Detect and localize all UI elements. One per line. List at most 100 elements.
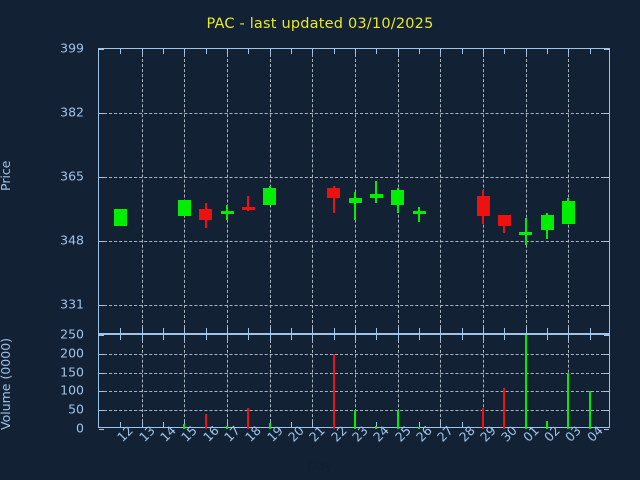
price-axis-tick (604, 49, 609, 50)
candle-body (348, 197, 362, 204)
price-axis-tick (604, 112, 609, 114)
day-axis-tick (568, 328, 570, 333)
day-gridline (483, 335, 484, 427)
day-axis-tick (504, 328, 506, 333)
volume-tick-label: 150 (60, 364, 84, 380)
day-axis-tick (461, 422, 463, 427)
day-axis-tick (141, 422, 143, 427)
day-axis-tick (376, 422, 378, 427)
price-axis-tick (99, 112, 104, 114)
day-gridline (312, 335, 314, 427)
volume-axis-tick (604, 410, 609, 412)
day-axis-tick (589, 328, 591, 333)
day-gridline (184, 49, 186, 333)
day-axis-tick (461, 49, 463, 54)
day-axis-tick (205, 335, 207, 340)
day-gridline (568, 49, 570, 333)
day-gridline (269, 335, 271, 427)
candle-body (497, 214, 511, 226)
day-axis-tick (440, 422, 442, 427)
day-gridline (184, 335, 186, 427)
day-axis-tick (269, 49, 271, 54)
candle-body (540, 214, 554, 230)
volume-axis-tick (604, 353, 609, 355)
volume-axis-tick (99, 372, 104, 374)
price-gridline (99, 240, 609, 242)
day-axis-tick (227, 49, 228, 54)
day-axis-tick (141, 335, 143, 340)
price-axis-tick (99, 240, 104, 242)
day-axis-tick (291, 328, 292, 333)
volume-axis-tick (604, 372, 609, 374)
day-axis-tick (269, 328, 271, 333)
day-axis-tick (141, 49, 143, 54)
day-axis-tick (355, 328, 356, 333)
volume-axis-title: Volume (0000) (0, 337, 13, 430)
day-axis-tick (376, 335, 378, 340)
day-gridline (525, 49, 527, 333)
price-axis-tick (604, 240, 609, 242)
price-tick-label: 399 (60, 40, 84, 56)
volume-bar (503, 387, 506, 429)
day-axis-tick (440, 49, 442, 54)
price-tick-label: 348 (60, 232, 84, 248)
volume-bar (375, 425, 378, 429)
candle-body (177, 199, 191, 217)
day-axis-tick (184, 49, 186, 54)
price-tick-label: 365 (60, 168, 84, 184)
candle-body (476, 195, 490, 217)
volume-bar (268, 423, 271, 429)
day-gridline (312, 49, 314, 333)
day-gridline (440, 335, 442, 427)
candle-wick (354, 192, 356, 221)
day-axis-tick (120, 328, 122, 333)
price-axis-tick (604, 176, 609, 178)
volume-bar (247, 408, 250, 429)
volume-axis-tick (99, 410, 104, 412)
day-axis-tick (248, 335, 250, 340)
day-axis-tick (397, 335, 399, 340)
volume-bar (183, 424, 186, 429)
day-axis-tick (397, 328, 399, 333)
volume-bar (524, 335, 527, 429)
price-axis-tick (604, 304, 609, 306)
volume-bar (567, 372, 570, 429)
chart-title: PAC - last updated 03/10/2025 (206, 16, 434, 32)
volume-bar (482, 408, 484, 429)
day-axis-tick (163, 49, 164, 54)
volume-tick-label: 250 (60, 326, 84, 342)
candle-wick (375, 180, 378, 204)
day-axis-tick (547, 49, 548, 54)
volume-bar (588, 391, 591, 429)
candle-body (113, 208, 127, 226)
day-axis-tick (440, 335, 442, 340)
candle-body (199, 208, 213, 221)
day-gridline (141, 49, 143, 333)
price-gridline (99, 112, 609, 114)
day-gridline (355, 335, 356, 427)
volume-tick-label: 50 (68, 401, 84, 417)
candle-wick (418, 207, 420, 223)
day-axis-tick (355, 49, 356, 54)
day-axis-tick (547, 328, 548, 333)
volume-axis-tick (99, 391, 104, 393)
day-axis-tick (568, 335, 570, 340)
day-axis-tick (248, 49, 250, 54)
day-gridline (440, 49, 442, 333)
day-axis-tick (333, 49, 335, 54)
day-axis-tick (525, 49, 527, 54)
candle-wick (524, 218, 527, 245)
day-gridline (227, 335, 228, 427)
candle-body (391, 190, 405, 206)
day-axis-tick (568, 49, 570, 54)
price-axis-title: Price (0, 160, 13, 192)
volume-bar (332, 353, 335, 429)
price-gridline (99, 176, 609, 178)
day-axis-tick (312, 335, 314, 340)
volume-gridline (99, 391, 609, 393)
day-axis-tick (120, 335, 122, 340)
day-axis-tick (483, 49, 484, 54)
candle-body (220, 210, 234, 214)
day-axis-tick (205, 328, 207, 333)
day-axis-tick (483, 328, 484, 333)
